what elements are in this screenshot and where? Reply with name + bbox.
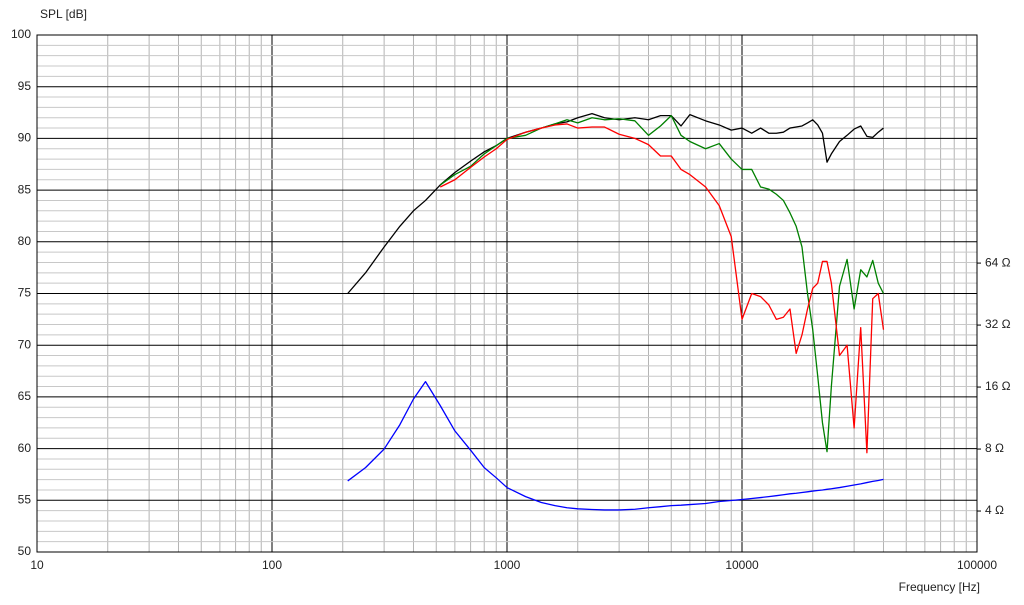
plot xyxy=(347,112,885,511)
y-tick-label: 70 xyxy=(18,337,32,351)
y2-tick-label: 4 Ω xyxy=(985,503,1004,517)
y-axis-label: SPL [dB] xyxy=(40,7,87,21)
y2-tick-label: 16 Ω xyxy=(985,379,1011,393)
y-tick-label: 60 xyxy=(18,441,32,455)
y-tick-label: 100 xyxy=(11,27,31,41)
y2-tick-label: 8 Ω xyxy=(985,441,1004,455)
y2-tick-label: 32 Ω xyxy=(985,317,1011,331)
y-tick-label: 85 xyxy=(18,182,32,196)
x-tick-label: 10000 xyxy=(725,558,759,572)
y2-tick-label: 64 Ω xyxy=(985,255,1011,269)
x-tick-label: 1000 xyxy=(494,558,521,572)
y-tick-label: 50 xyxy=(18,544,32,558)
y-tick-label: 55 xyxy=(18,492,32,506)
y-tick-label: 65 xyxy=(18,389,32,403)
plot-frame xyxy=(36,34,978,553)
series-line xyxy=(439,123,885,454)
y-tick-label: 90 xyxy=(18,131,32,145)
y-tick-label: 80 xyxy=(18,234,32,248)
series-line xyxy=(347,112,884,294)
x-tick-label: 100 xyxy=(262,558,282,572)
y-tick-label: 75 xyxy=(18,286,32,300)
series-line xyxy=(347,380,884,511)
x-tick-label: 10 xyxy=(30,558,44,572)
x-axis-label: Frequency [Hz] xyxy=(899,580,980,594)
y-tick-label: 95 xyxy=(18,79,32,93)
x-tick-label: 100000 xyxy=(957,558,997,572)
